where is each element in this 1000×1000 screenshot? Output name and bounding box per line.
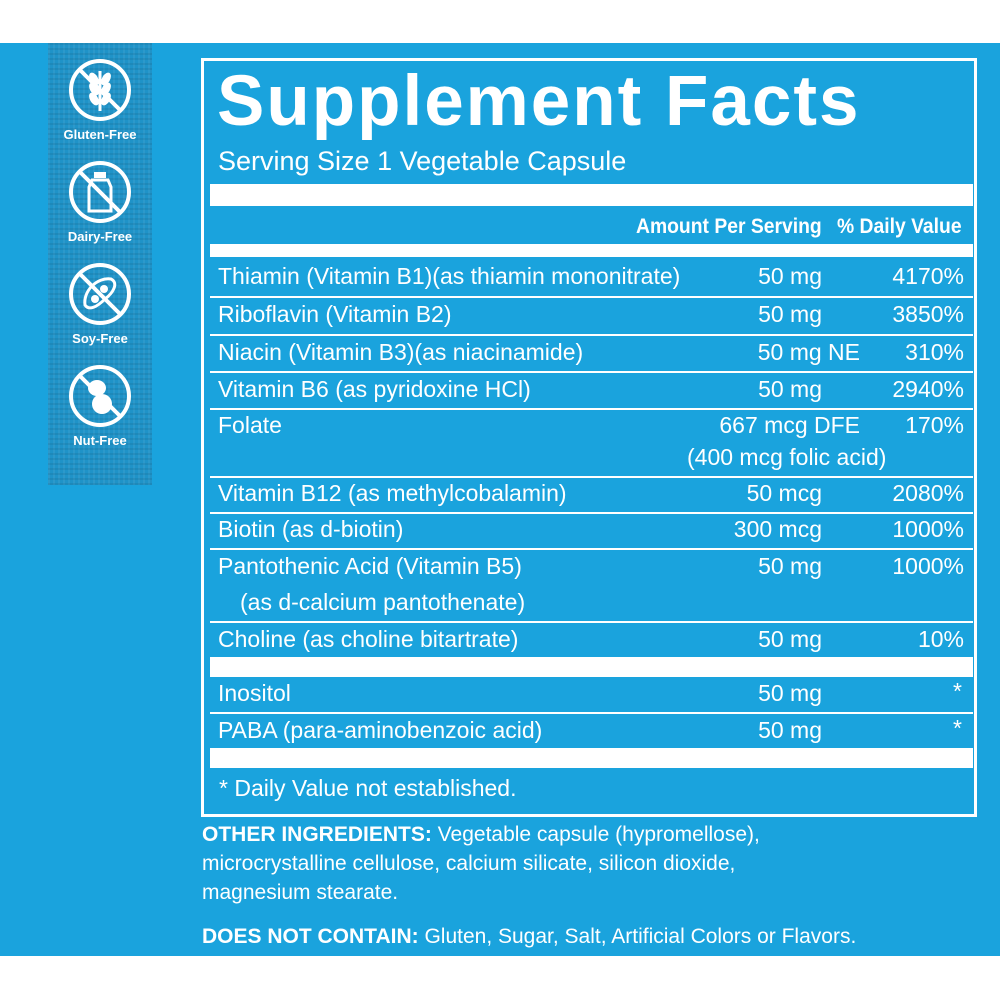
soy-free-badge: Soy-Free — [48, 261, 152, 346]
nutrient-name: PABA (para-aminobenzoic acid) — [218, 717, 543, 743]
nutrient-name: Choline (as choline bitartrate) — [218, 626, 519, 652]
nutrient-amount: 50 mg — [758, 376, 822, 402]
other-ingredients-line: microcrystalline cellulose, calcium sili… — [202, 852, 736, 875]
nutrient-amount: 50 mg — [758, 680, 822, 706]
nutrient-dv: * — [953, 715, 962, 741]
other-ingredients-label: OTHER INGREDIENTS: — [202, 823, 432, 846]
nutrient-name-detail: (as d-calcium pantothenate) — [240, 589, 526, 615]
nutrient-name: Thiamin (Vitamin B1)(as thiamin mononitr… — [218, 263, 681, 289]
thick-divider — [210, 748, 973, 768]
nut-free-badge: Nut-Free — [48, 363, 152, 448]
thick-divider — [210, 184, 973, 206]
nutrient-dv: 310% — [905, 339, 964, 365]
serving-size: Serving Size 1 Vegetable Capsule — [218, 146, 627, 176]
wheat-icon — [69, 59, 131, 121]
nutrient-name: Vitamin B12 (as methylcobalamin) — [218, 480, 567, 506]
row-divider — [210, 548, 973, 550]
nutrient-amount: 50 mg — [758, 717, 822, 743]
nutrient-amount: 667 mcg DFE — [719, 412, 860, 438]
nutrient-name: Riboflavin (Vitamin B2) — [218, 301, 452, 327]
allergen-sidebar: Gluten-Free Dairy-Free Soy-Free Nut-Free — [48, 43, 152, 485]
nutrient-amount: 50 mg NE — [757, 339, 860, 365]
other-ingredients-line: Vegetable capsule (hypromellose), — [431, 823, 760, 846]
nutrient-amount: 50 mg — [758, 553, 822, 579]
row-divider — [210, 476, 973, 478]
nutrient-dv: 1000% — [892, 516, 964, 542]
does-not-contain-text: Gluten, Sugar, Salt, Artificial Colors o… — [418, 925, 857, 948]
nutrient-dv: 4170% — [892, 263, 964, 289]
badge-label: Soy-Free — [72, 331, 128, 346]
row-divider — [210, 296, 973, 298]
does-not-contain: DOES NOT CONTAIN: Gluten, Sugar, Salt, A… — [202, 922, 856, 951]
nutrient-name: Vitamin B6 (as pyridoxine HCl) — [218, 376, 531, 402]
nutrient-name: Biotin (as d-biotin) — [218, 516, 404, 542]
nutrient-dv: 2080% — [892, 480, 964, 506]
footnote: * Daily Value not established. — [219, 775, 517, 801]
nutrient-dv: 1000% — [892, 553, 964, 579]
daily-value-header: % Daily Value — [837, 215, 962, 238]
nutrient-amount: 50 mg — [758, 626, 822, 652]
row-divider — [210, 621, 973, 623]
page-title: Supplement Facts — [217, 62, 861, 141]
soybean-icon — [69, 263, 131, 325]
nutrient-dv: 3850% — [892, 301, 964, 327]
nutrient-amount: 50 mcg — [746, 480, 822, 506]
nutrient-amount: 50 mg — [758, 263, 822, 289]
nutrient-name: Pantothenic Acid (Vitamin B5) — [218, 553, 522, 579]
badge-label: Dairy-Free — [67, 229, 133, 244]
row-divider — [210, 712, 973, 714]
milk-bottle-icon — [69, 161, 131, 223]
supplement-facts-box — [201, 58, 977, 817]
nutrient-dv: 170% — [905, 412, 964, 438]
nutrient-dv: 2940% — [892, 376, 964, 402]
amount-per-serving-header: Amount Per Serving — [636, 215, 822, 238]
peanut-icon — [69, 365, 131, 427]
row-divider — [210, 408, 973, 410]
nutrient-amount-detail: (400 mcg folic acid) — [687, 444, 887, 470]
other-ingredients: OTHER INGREDIENTS: Vegetable capsule (hy… — [202, 820, 760, 907]
nutrient-dv: 10% — [917, 626, 964, 652]
dairy-free-badge: Dairy-Free — [48, 159, 152, 244]
row-divider — [210, 371, 973, 373]
thick-divider — [210, 657, 973, 677]
nutrient-name: Inositol — [218, 680, 291, 706]
nutrient-dv: * — [953, 678, 962, 704]
row-divider — [210, 512, 973, 514]
nutrient-amount: 50 mg — [758, 301, 822, 327]
row-divider — [210, 334, 973, 336]
gluten-free-badge: Gluten-Free — [48, 57, 152, 142]
does-not-contain-label: DOES NOT CONTAIN: — [202, 925, 419, 948]
nutrient-name: Niacin (Vitamin B3)(as niacinamide) — [218, 339, 584, 365]
nutrient-name: Folate — [218, 412, 282, 438]
badge-label: Nut-Free — [73, 433, 127, 448]
nutrient-amount: 300 mcg — [733, 516, 822, 542]
thick-divider — [210, 244, 973, 257]
other-ingredients-line: magnesium stearate. — [202, 881, 399, 904]
badge-label: Gluten-Free — [63, 127, 137, 142]
